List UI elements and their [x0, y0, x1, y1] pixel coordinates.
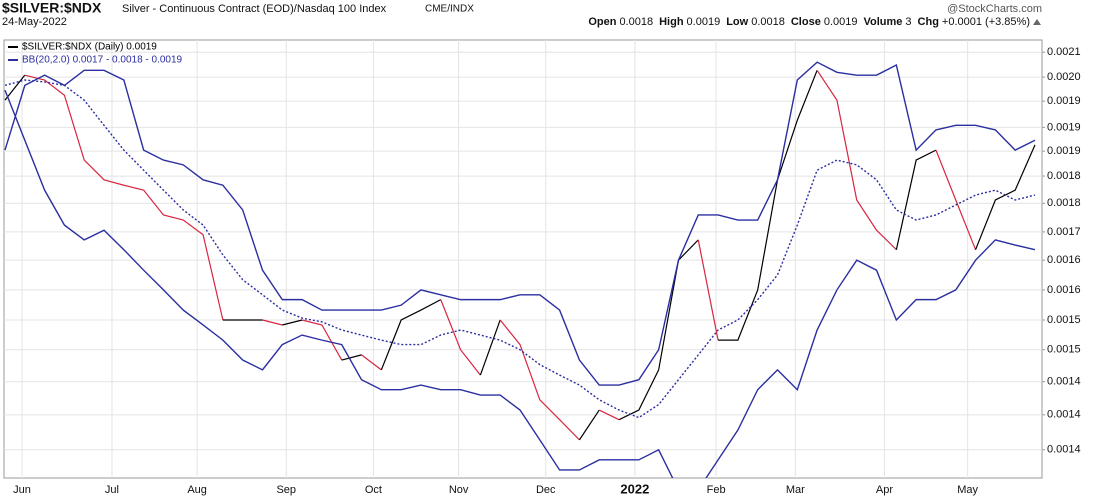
y-tick-label: 0.0019 — [1047, 95, 1081, 107]
x-tick-label: Sep — [276, 484, 296, 496]
price-line — [499, 319, 580, 441]
y-tick-label: 0.0018 — [1047, 170, 1081, 182]
scroll-arrow — [1033, 19, 1041, 25]
y-tick-label: 0.0014 — [1047, 409, 1081, 421]
x-tick-label: May — [957, 484, 978, 496]
x-tick-label: Aug — [187, 484, 207, 496]
quote: Open 0.0018 High 0.0019 Low 0.0018 Close 0.0019… — [588, 16, 1030, 28]
x-tick-label: Mar — [786, 484, 805, 496]
bb-lower — [4, 90, 1036, 478]
quote-value: 0.0018 — [751, 16, 785, 28]
price-line — [440, 299, 481, 376]
quote-label: Chg — [918, 16, 939, 28]
quote-value: 3 — [905, 16, 911, 28]
plot-area — [3, 39, 1043, 479]
quote-value: +0.0001 (+3.85%) — [942, 16, 1030, 28]
y-tick-label: 0.0014 — [1047, 444, 1081, 456]
y-tick-label: 0.0016 — [1047, 284, 1081, 296]
quote-label: Low — [726, 16, 748, 28]
x-tick-label: Jul — [105, 484, 119, 496]
legend-label: $SILVER:$NDX (Daily) 0.0019 — [22, 42, 157, 53]
price-line — [895, 149, 937, 250]
legend-label: BB(20,2.0) 0.0017 - 0.0018 - 0.0019 — [22, 55, 183, 66]
price-line — [24, 74, 224, 321]
y-tick-label: 0.0020 — [1047, 71, 1081, 83]
y-tick-label: 0.0015 — [1047, 344, 1081, 356]
quote-label: Volume — [863, 16, 902, 28]
quote-label: Open — [588, 16, 616, 28]
y-tick-label: 0.0019 — [1047, 145, 1081, 157]
y-tick-label: 0.0017 — [1047, 226, 1081, 238]
price-line — [282, 319, 303, 326]
price-line — [816, 70, 897, 251]
bb-upper — [4, 61, 1036, 386]
date: 24-May-2022 — [2, 16, 67, 28]
price-line — [697, 239, 719, 341]
price-line — [718, 70, 818, 341]
price-line — [361, 354, 382, 371]
y-tick-label: 0.0021 — [1047, 46, 1081, 58]
price-line — [598, 409, 620, 421]
x-tick-label: Feb — [707, 484, 726, 496]
y-tick-label: 0.0016 — [1047, 254, 1081, 266]
price-line — [301, 319, 343, 361]
x-tick-label: Nov — [449, 484, 469, 496]
x-tick-label: Apr — [876, 484, 893, 496]
y-tick-label: 0.0018 — [1047, 197, 1081, 209]
price-line — [262, 319, 283, 326]
x-tick-label: Dec — [536, 484, 556, 496]
y-tick-label: 0.0019 — [1047, 121, 1081, 133]
price-line — [479, 319, 501, 376]
quote-value: 0.0018 — [619, 16, 653, 28]
bb-middle — [4, 79, 1036, 419]
price-line — [935, 149, 977, 250]
chart-title: $SILVER:$NDX — [2, 0, 102, 16]
x-tick-label: 2022 — [620, 481, 649, 496]
price-line — [341, 354, 362, 361]
quote-value: 0.0019 — [824, 16, 858, 28]
quote-label: High — [659, 16, 684, 28]
price-line — [578, 409, 600, 441]
price-line — [4, 74, 26, 101]
x-tick-label: Jun — [13, 484, 31, 496]
quote-label: Close — [791, 16, 821, 28]
chart-subtitle: Silver - Continuous Contract (EOD)/Nasda… — [122, 3, 387, 15]
x-tick-label: Oct — [365, 484, 382, 496]
price-line — [618, 239, 699, 421]
price-line — [380, 299, 442, 371]
y-tick-label: 0.0015 — [1047, 314, 1081, 326]
exchange: CME/INDX — [425, 4, 474, 15]
source: @StockCharts.com — [947, 3, 1042, 15]
quote-value: 0.0019 — [687, 16, 721, 28]
y-tick-label: 0.0014 — [1047, 376, 1081, 388]
